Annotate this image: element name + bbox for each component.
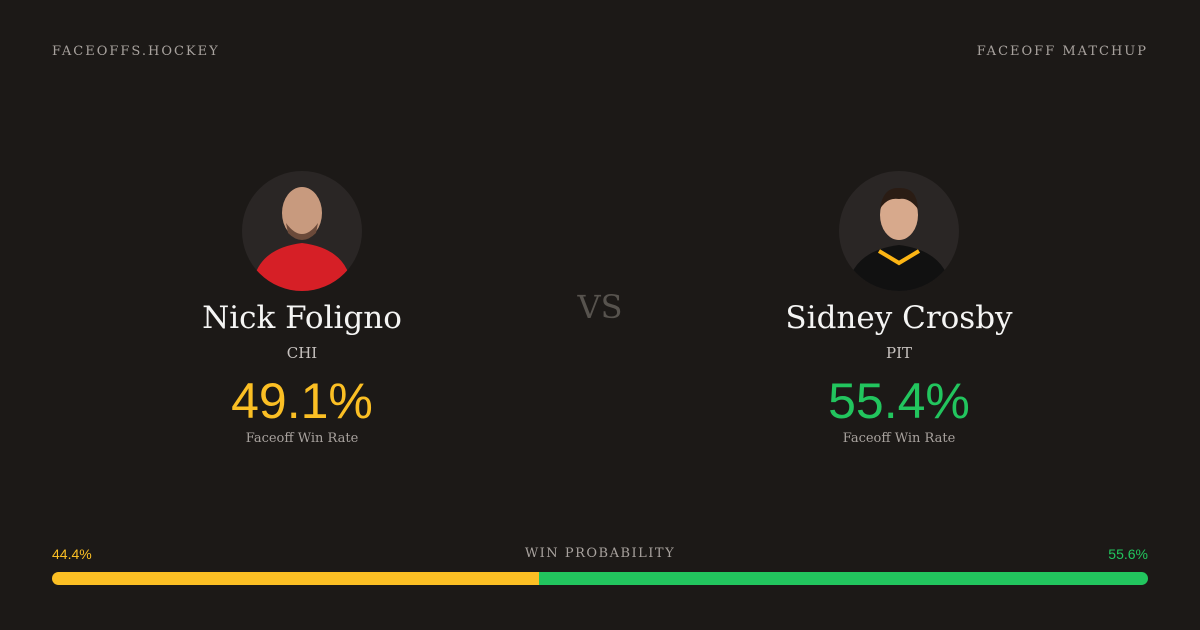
vs: VS	[577, 288, 623, 326]
player-name: Nick Foligno	[202, 300, 402, 336]
header-label: FACEOFF MATCHUP	[976, 44, 1148, 59]
photo-art	[847, 187, 951, 291]
probability-title: WIN PROBABILITY	[524, 546, 676, 561]
win-rate-label: Faceoff Win Rate	[245, 431, 359, 446]
win-rate-label: Faceoff Win Rate	[842, 431, 956, 446]
win-rate: 49.1%	[231, 373, 373, 429]
player-team: PIT	[885, 344, 913, 362]
brand: FACEOFFS.HOCKEY	[52, 44, 220, 59]
player-photo	[839, 171, 959, 291]
player-photo	[242, 171, 362, 291]
player-name: Sidney Crosby	[785, 300, 1013, 336]
right-probability: 55.6%	[1108, 546, 1148, 562]
player-team: CHI	[286, 344, 318, 362]
probability-bar	[538, 572, 1148, 585]
probability-bar	[52, 572, 539, 585]
win-rate: 55.4%	[828, 373, 970, 429]
left-probability: 44.4%	[52, 546, 92, 562]
photo-art	[252, 187, 352, 291]
